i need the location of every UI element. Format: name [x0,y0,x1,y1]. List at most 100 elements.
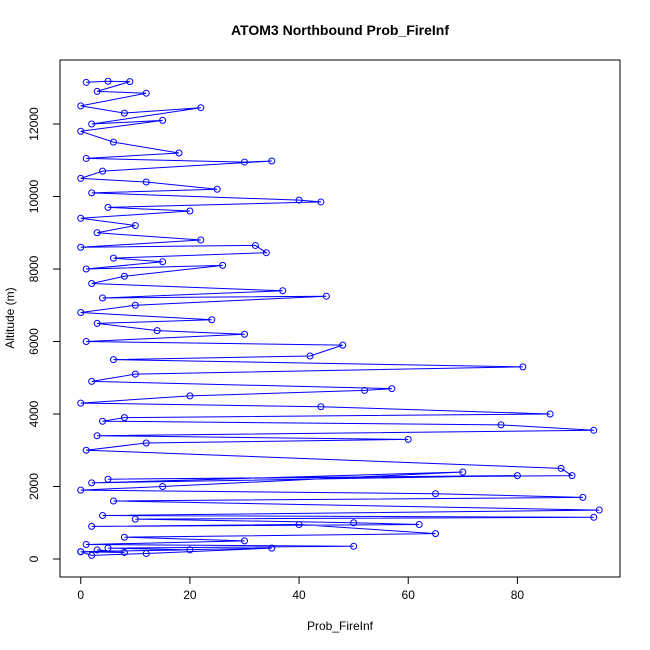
data-point [404,435,412,443]
data-point [131,301,139,309]
data-point [159,258,167,266]
data-point [361,386,369,394]
y-tick-label: 12000 [27,107,41,141]
data-point [88,189,96,197]
data-point [219,261,227,269]
data-point [568,472,576,480]
data-point [99,417,107,425]
data-point [350,542,358,550]
data-point [279,287,287,295]
data-point [88,551,96,559]
data-point [104,77,112,85]
data-point [99,294,107,302]
data-point [109,254,117,262]
chart-title: ATOM3 Northbound Prob_FireInf [231,22,449,38]
data-point [268,544,276,552]
data-point [109,138,117,146]
data-point [142,439,150,447]
data-point [77,102,85,110]
y-tick-label: 6000 [27,328,41,355]
data-point [350,519,358,527]
data-point [186,392,194,400]
data-point [77,548,85,556]
data-point [175,149,183,157]
data-point [77,214,85,222]
data-point [415,521,423,529]
data-point [77,243,85,251]
data-point [262,249,270,257]
data-point [120,414,128,422]
data-point [99,167,107,175]
data-point [322,292,330,300]
data-point [497,421,505,429]
data-point [251,241,259,249]
data-point [104,203,112,211]
data-point [93,229,101,237]
data-point [88,120,96,128]
data-point [595,506,603,514]
data-point [240,158,248,166]
x-tick-label: 20 [183,588,197,602]
data-point [82,78,90,86]
data-point [513,472,521,480]
data-point [295,196,303,204]
x-tick-label: 40 [292,588,306,602]
data-point [388,385,396,393]
data-point [153,327,161,335]
data-point [131,515,139,523]
data-point [93,319,101,327]
data-point [159,116,167,124]
data-point [590,426,598,434]
data-point [432,490,440,498]
data-point [142,89,150,97]
data-point [126,78,134,86]
data-point [120,548,128,556]
data-point [82,446,90,454]
y-axis-label: Altitude (m) [3,287,17,348]
data-point [557,464,565,472]
data-point [432,530,440,538]
data-point [208,316,216,324]
data-point [88,280,96,288]
data-point [546,410,554,418]
data-point [268,157,276,165]
y-tick-label: 2000 [27,473,41,500]
data-point [590,513,598,521]
data-point [159,482,167,490]
y-tick-label: 0 [27,555,41,562]
data-point [82,337,90,345]
data-point [197,104,205,112]
x-tick-label: 80 [511,588,525,602]
data-point [104,475,112,483]
data-point [240,330,248,338]
data-point [77,399,85,407]
data-point [579,493,587,501]
data-point [93,432,101,440]
x-tick-label: 0 [77,588,84,602]
data-point [104,544,112,552]
data-point [82,540,90,548]
data-point [213,185,221,193]
data-point [109,356,117,364]
data-point [142,550,150,558]
data-point [109,497,117,505]
data-point [82,265,90,273]
data-point [82,154,90,162]
data-point [306,352,314,360]
data-point [88,479,96,487]
data-point [77,127,85,135]
data-point [131,222,139,230]
data-point [295,521,303,529]
data-point [93,546,101,554]
x-tick-label: 60 [402,588,416,602]
data-point [339,341,347,349]
data-point [77,174,85,182]
data-point [240,537,248,545]
plot-frame [59,59,621,578]
data-point [197,236,205,244]
data-point [88,377,96,385]
y-tick-label: 10000 [27,180,41,214]
data-point [120,272,128,280]
data-point [186,207,194,215]
